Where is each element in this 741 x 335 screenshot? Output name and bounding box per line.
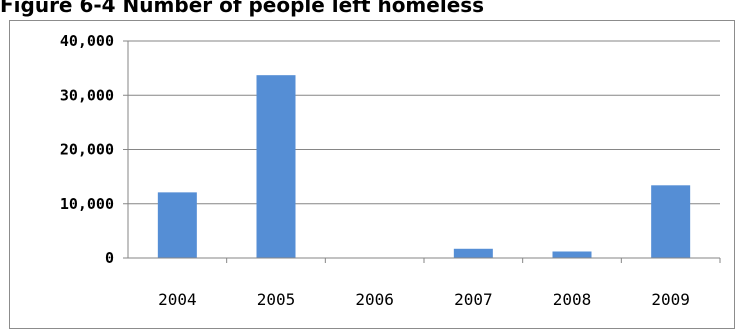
grid-lines — [128, 40, 720, 205]
x-tick-label-2008: 2008 — [553, 290, 592, 309]
bar-2009 — [651, 185, 691, 258]
bar-2004 — [157, 192, 197, 258]
y-tick-label: 0 — [105, 249, 114, 267]
x-tick-label-2006: 2006 — [355, 290, 394, 309]
y-tick-label: 30,000 — [60, 86, 114, 104]
y-axis-tick-labels: 0 10,000 20,000 30,000 40,000 — [60, 32, 114, 267]
axes — [123, 40, 721, 263]
figure-title: Figure 6-4 Number of people left homeles… — [0, 0, 485, 17]
y-tick-label: 40,000 — [60, 32, 114, 50]
bar-2008 — [552, 251, 592, 258]
x-tick-label-2004: 2004 — [158, 290, 197, 309]
x-tick-label-2005: 2005 — [257, 290, 296, 309]
x-axis-tick-labels: 2004 2005 2006 2007 2008 2009 — [158, 290, 690, 309]
x-tick-label-2007: 2007 — [454, 290, 493, 309]
y-tick-label: 10,000 — [60, 195, 114, 213]
bars — [157, 75, 691, 259]
x-tick-label-2009: 2009 — [651, 290, 690, 309]
bar-2007 — [453, 248, 493, 258]
bar-2005 — [256, 75, 296, 259]
y-tick-label: 20,000 — [60, 141, 114, 159]
chart-frame — [9, 20, 735, 329]
